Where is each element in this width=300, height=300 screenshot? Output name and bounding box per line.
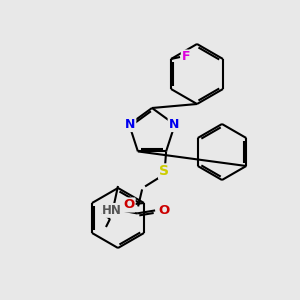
Text: S: S [159,164,169,178]
Text: HN: HN [102,204,122,217]
Text: N: N [169,118,179,131]
Text: O: O [158,204,170,217]
Text: F: F [182,50,190,64]
Text: O: O [123,199,135,212]
Text: N: N [125,118,135,131]
